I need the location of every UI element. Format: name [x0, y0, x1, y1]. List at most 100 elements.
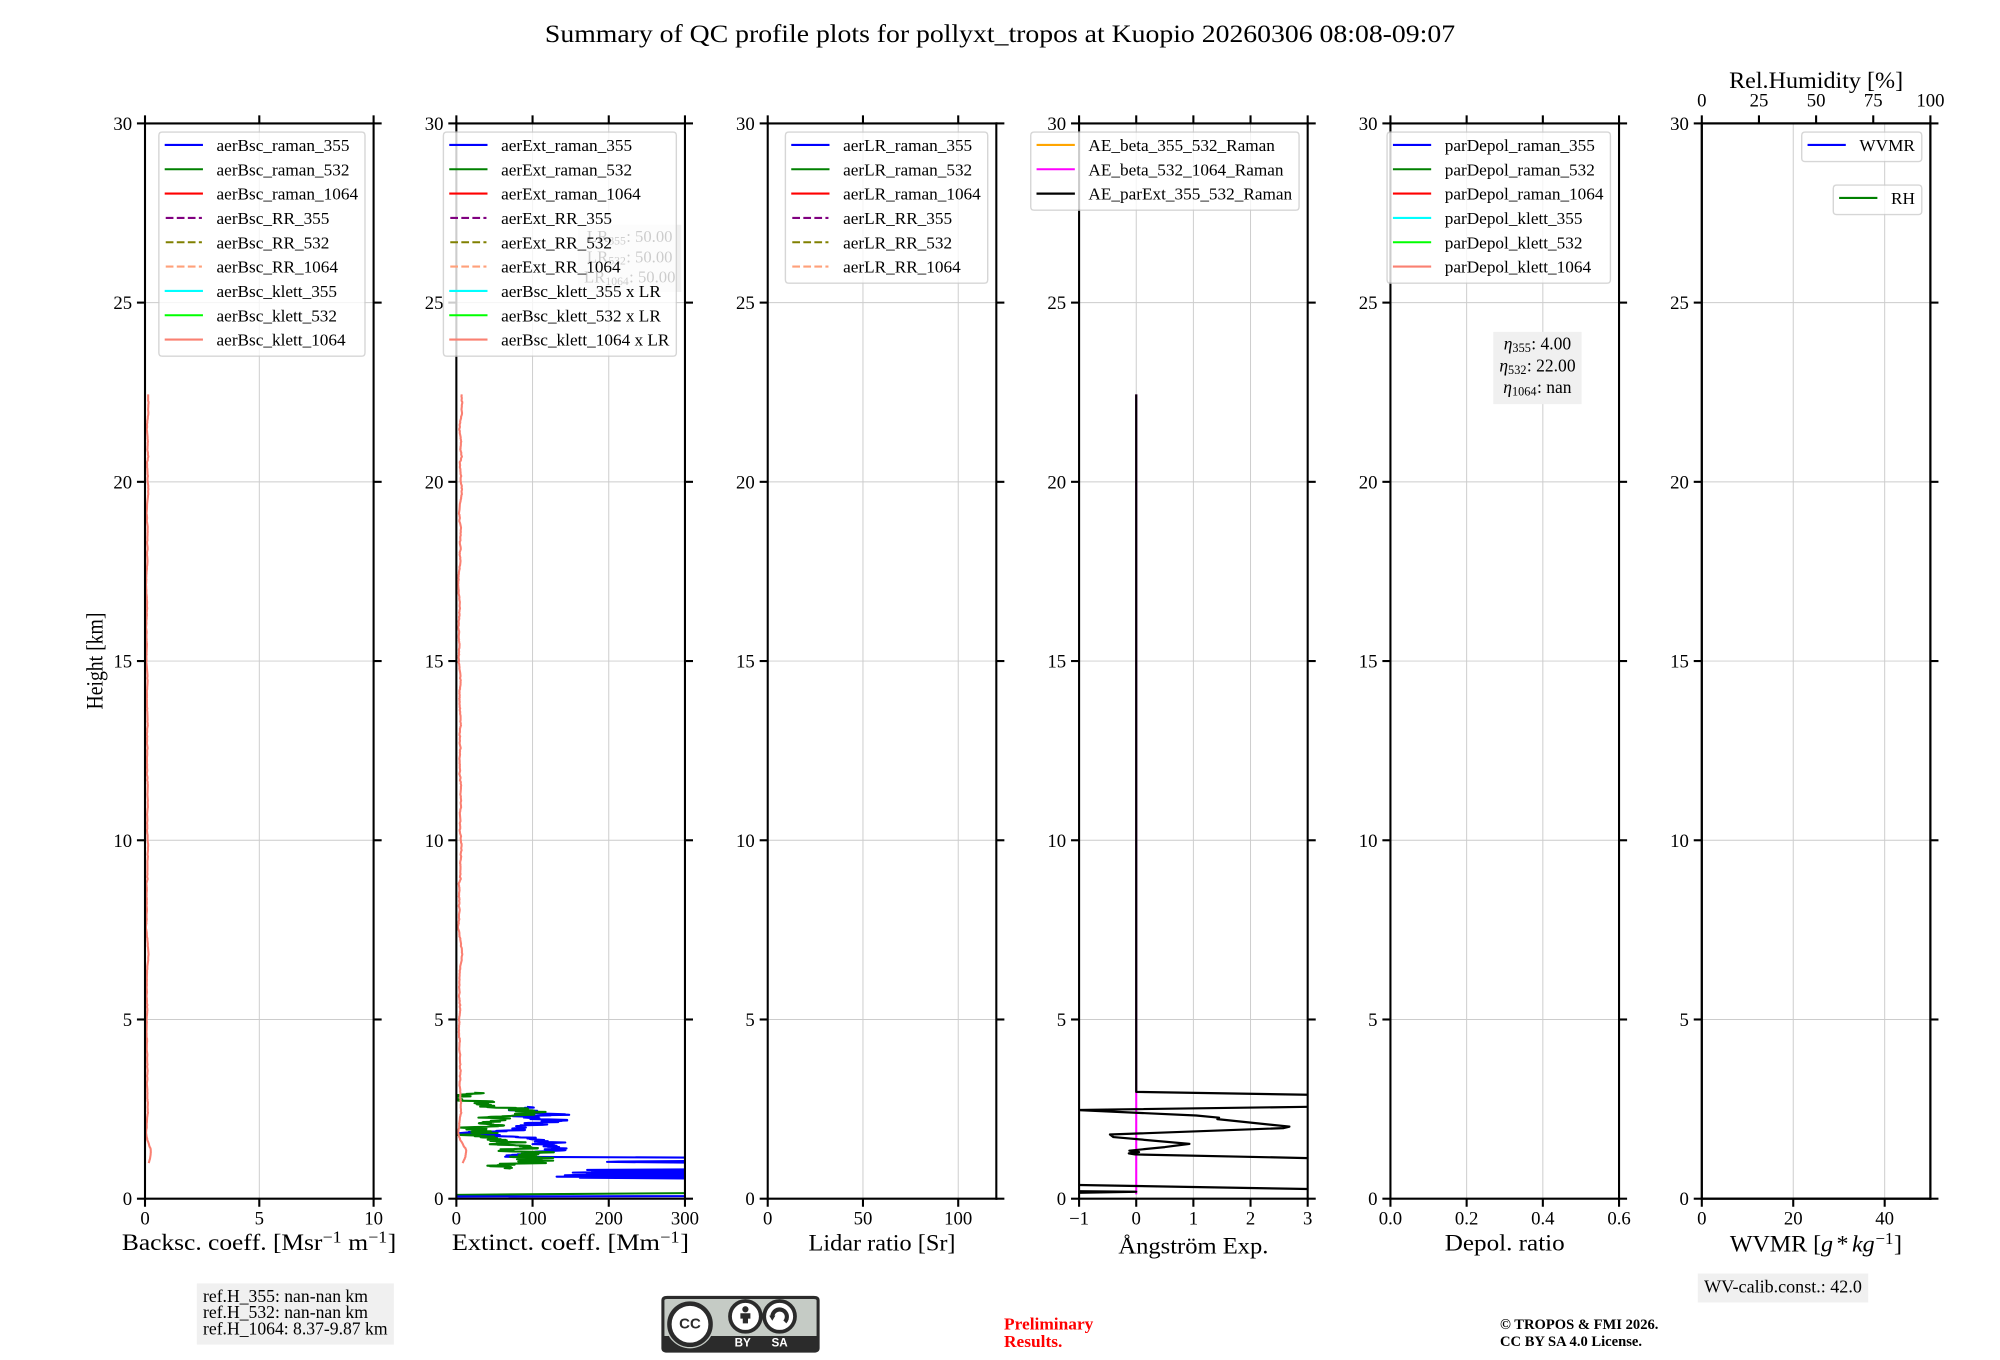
svg-text:CC BY SA 4.0 License.: CC BY SA 4.0 License.: [1500, 1334, 1642, 1350]
svg-text:10: 10: [1670, 831, 1689, 852]
svg-text:20: 20: [736, 472, 755, 493]
svg-text:5: 5: [1057, 1010, 1066, 1031]
svg-text:Rel.Humidity [%]: Rel.Humidity [%]: [1729, 68, 1903, 94]
svg-text:aerBsc_raman_355: aerBsc_raman_355: [217, 136, 350, 155]
svg-text:aerLR_RR_355: aerLR_RR_355: [843, 209, 952, 228]
svg-text:parDepol_klett_1064: parDepol_klett_1064: [1445, 258, 1592, 277]
svg-text:15: 15: [1670, 652, 1689, 673]
svg-text:3: 3: [1303, 1209, 1312, 1230]
svg-text:© TROPOS & FMI 2026.: © TROPOS & FMI 2026.: [1500, 1317, 1658, 1333]
svg-text:0: 0: [763, 1209, 772, 1230]
svg-text:SA: SA: [771, 1336, 788, 1349]
svg-text:0: 0: [1680, 1189, 1689, 1210]
svg-text:30: 30: [113, 114, 132, 135]
svg-text:25: 25: [1670, 293, 1689, 314]
svg-text:η 1 0 6: η 1 0 6 4 : n a n: [1503, 373, 1571, 400]
svg-text:ref.H_532: nan-nan km: ref.H_532: nan-nan km: [203, 1302, 368, 1322]
svg-text:aerExt_RR_532: aerExt_RR_532: [501, 233, 612, 252]
svg-text:30: 30: [1047, 114, 1066, 135]
svg-text:15: 15: [1359, 652, 1378, 673]
svg-text:15: 15: [113, 652, 132, 673]
svg-text:0: 0: [1368, 1189, 1377, 1210]
svg-text:0: 0: [434, 1189, 443, 1210]
svg-text:aerBsc_raman_1064: aerBsc_raman_1064: [217, 185, 359, 204]
svg-text:5: 5: [255, 1209, 264, 1230]
svg-text:Results.: Results.: [1004, 1332, 1062, 1351]
svg-text:Height [km]: Height [km]: [83, 613, 109, 710]
svg-text:25: 25: [425, 293, 444, 314]
svg-text:aerExt_RR_355: aerExt_RR_355: [501, 209, 612, 228]
svg-text:20: 20: [1784, 1209, 1803, 1230]
svg-text:η 3 5 5: η 3 5 5 : 4 . 0 0: [1504, 330, 1572, 357]
svg-text:40: 40: [1875, 1209, 1894, 1230]
svg-text:5: 5: [745, 1010, 754, 1031]
svg-text:0.0: 0.0: [1379, 1209, 1402, 1230]
svg-text:aerExt_raman_532: aerExt_raman_532: [501, 160, 632, 179]
svg-text:10: 10: [1047, 831, 1066, 852]
svg-text:Depol. ratio: Depol. ratio: [1445, 1230, 1565, 1256]
svg-text:5: 5: [123, 1010, 132, 1031]
svg-text:aerLR_raman_355: aerLR_raman_355: [843, 136, 972, 155]
svg-text:20: 20: [113, 472, 132, 493]
svg-text:aerBsc_klett_1064 x LR: aerBsc_klett_1064 x LR: [501, 331, 670, 350]
svg-text:10: 10: [736, 831, 755, 852]
svg-text:aerLR_raman_532: aerLR_raman_532: [843, 160, 972, 179]
svg-text:parDepol_raman_532: parDepol_raman_532: [1445, 160, 1595, 179]
svg-text:aerBsc_RR_1064: aerBsc_RR_1064: [217, 258, 339, 277]
svg-text:5: 5: [434, 1010, 443, 1031]
svg-text:parDepol_raman_355: parDepol_raman_355: [1445, 136, 1595, 155]
svg-text:0: 0: [1697, 1209, 1706, 1230]
svg-text:2: 2: [1246, 1209, 1255, 1230]
svg-text:1: 1: [1189, 1209, 1198, 1230]
svg-text:10: 10: [425, 831, 444, 852]
svg-text:Preliminary: Preliminary: [1004, 1314, 1094, 1333]
svg-text:0: 0: [1057, 1189, 1066, 1210]
svg-text:25: 25: [113, 293, 132, 314]
svg-text:W V M R: W V M R [ * ] g k g − 1: [1730, 1224, 1908, 1257]
svg-text:75: 75: [1864, 90, 1883, 111]
svg-text:aerBsc_RR_532: aerBsc_RR_532: [217, 233, 330, 252]
svg-text:10: 10: [364, 1209, 383, 1230]
svg-text:15: 15: [1047, 652, 1066, 673]
svg-text:Lidar ratio [Sr]: Lidar ratio [Sr]: [809, 1230, 956, 1256]
svg-text:aerBsc_klett_355: aerBsc_klett_355: [217, 282, 337, 301]
svg-text:−1: −1: [1069, 1209, 1089, 1230]
svg-text:10: 10: [1359, 831, 1378, 852]
svg-text:20: 20: [1670, 472, 1689, 493]
svg-text:25: 25: [736, 293, 755, 314]
svg-text:30: 30: [1670, 114, 1689, 135]
svg-text:5: 5: [1368, 1010, 1377, 1031]
svg-text:15: 15: [736, 652, 755, 673]
svg-text:0: 0: [745, 1189, 754, 1210]
svg-text:30: 30: [425, 114, 444, 135]
svg-text:aerBsc_klett_355 x LR: aerBsc_klett_355 x LR: [501, 282, 661, 301]
svg-text:20: 20: [1047, 472, 1066, 493]
svg-text:0: 0: [140, 1209, 149, 1230]
svg-text:aerBsc_klett_532 x LR: aerBsc_klett_532 x LR: [501, 306, 661, 325]
svg-text:30: 30: [1359, 114, 1378, 135]
svg-text:200: 200: [595, 1209, 623, 1230]
svg-text:ref.H_355: nan-nan km: ref.H_355: nan-nan km: [203, 1286, 368, 1306]
svg-text:aerBsc_raman_532: aerBsc_raman_532: [217, 160, 350, 179]
svg-text:20: 20: [1359, 472, 1378, 493]
svg-text:RH: RH: [1891, 189, 1915, 208]
svg-text:aerLR_RR_532: aerLR_RR_532: [843, 233, 952, 252]
svg-text:aerExt_RR_1064: aerExt_RR_1064: [501, 258, 621, 277]
svg-text:WV-calib.const.: 42.0: WV-calib.const.: 42.0: [1704, 1276, 1862, 1296]
svg-text:10: 10: [113, 831, 132, 852]
svg-text:aerBsc_klett_1064: aerBsc_klett_1064: [217, 331, 346, 350]
svg-text:0.2: 0.2: [1455, 1209, 1478, 1230]
svg-text:0: 0: [1132, 1209, 1141, 1230]
svg-text:25: 25: [1359, 293, 1378, 314]
svg-text:aerBsc_RR_355: aerBsc_RR_355: [217, 209, 330, 228]
svg-text:η 5 3 2: η 5 3 2 : 2 2 . 0 0: [1499, 352, 1575, 379]
svg-text:100: 100: [518, 1209, 546, 1230]
svg-text:100: 100: [944, 1209, 972, 1230]
svg-text:BY: BY: [735, 1336, 751, 1349]
svg-text:WVMR: WVMR: [1859, 136, 1915, 155]
svg-text:Ångström Exp.: Ångström Exp.: [1118, 1233, 1268, 1259]
svg-text:0.4: 0.4: [1531, 1209, 1555, 1230]
svg-text:0.6: 0.6: [1607, 1209, 1630, 1230]
svg-text:300: 300: [671, 1209, 699, 1230]
svg-text:100: 100: [1916, 90, 1944, 111]
